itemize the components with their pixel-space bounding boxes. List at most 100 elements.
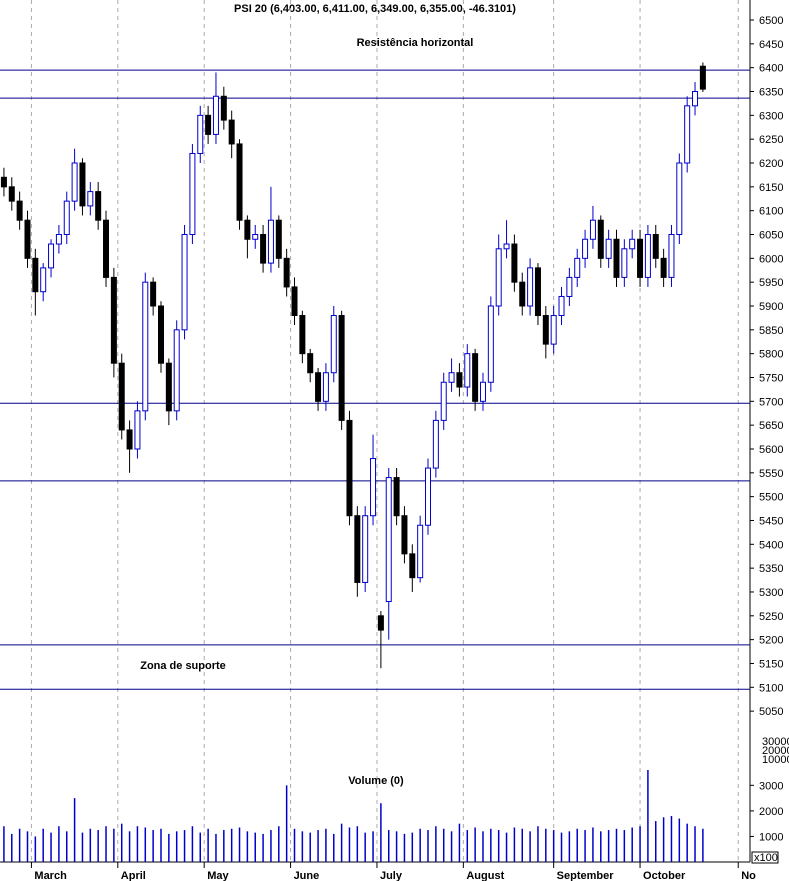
candle-body xyxy=(692,91,699,107)
candle-body xyxy=(346,419,353,517)
candle-body xyxy=(432,419,439,469)
y-tick-label: 5100 xyxy=(759,682,783,694)
candle-body xyxy=(417,524,424,579)
candle-body xyxy=(48,243,55,269)
annotation: Resistência horizontal xyxy=(357,37,474,49)
candle-body xyxy=(652,234,659,259)
y-tick-label: 5200 xyxy=(759,635,783,647)
candle-body xyxy=(519,281,526,307)
candle-body xyxy=(566,276,573,297)
y-tick-label: 2000 xyxy=(759,806,783,818)
candle-body xyxy=(534,267,541,317)
candle-body xyxy=(142,281,149,412)
candle-body xyxy=(79,162,86,207)
y-tick-label: 5450 xyxy=(759,515,783,527)
candle-body xyxy=(393,477,400,517)
candle-body xyxy=(87,191,94,207)
candle-body xyxy=(385,477,392,603)
x-tick-label: September xyxy=(557,870,615,881)
candle-body xyxy=(542,315,549,345)
candle-body xyxy=(589,219,596,240)
y-tick-label: 5250 xyxy=(759,611,783,623)
y-tick-label: 1000 xyxy=(759,831,783,843)
y-tick-label: 6200 xyxy=(759,158,783,170)
candle-body xyxy=(684,105,691,164)
candle-body xyxy=(150,281,157,307)
y-tick-label: 5300 xyxy=(759,587,783,599)
candle-body xyxy=(267,219,274,264)
candle-body xyxy=(377,615,384,631)
candle-body xyxy=(181,234,188,331)
candle-body xyxy=(40,267,47,293)
y-tick-label: 5150 xyxy=(759,658,783,670)
chart-title: PSI 20 (6,403.00, 6,411.00, 6,349.00, 6,… xyxy=(234,3,516,15)
candle-body xyxy=(24,219,31,259)
candle-body xyxy=(637,238,644,278)
candle-body xyxy=(479,381,486,402)
candle-body xyxy=(252,234,259,240)
candle-body xyxy=(621,248,628,278)
x-tick-label: June xyxy=(294,870,320,881)
candle-body xyxy=(236,143,243,221)
candle-body xyxy=(260,234,267,264)
candle-body xyxy=(205,114,212,135)
candle-body xyxy=(495,248,502,307)
candle-body xyxy=(63,200,70,236)
y-tick-label: 5500 xyxy=(759,492,783,504)
candle-body xyxy=(676,162,683,236)
y-tick-label: 6350 xyxy=(759,87,783,99)
y-tick-label: 6000 xyxy=(759,253,783,265)
y-tick-label: 6150 xyxy=(759,182,783,194)
candle-body xyxy=(173,329,180,412)
candle-body xyxy=(511,243,518,283)
candle-body xyxy=(425,467,432,526)
x-tick-label: March xyxy=(34,870,67,881)
y-tick-label: 6050 xyxy=(759,230,783,242)
candle-body xyxy=(330,315,337,374)
y-tick-label: 5950 xyxy=(759,277,783,289)
candle-body xyxy=(322,372,329,402)
candle-body xyxy=(370,458,377,517)
candle-body xyxy=(315,372,322,402)
y-tick-label: 5800 xyxy=(759,349,783,361)
candle-body xyxy=(440,381,447,421)
candle-body xyxy=(55,234,62,245)
y-tick-label: 5550 xyxy=(759,468,783,480)
candle-body xyxy=(550,315,557,345)
candle-body xyxy=(503,243,510,250)
candle-body xyxy=(660,257,667,278)
candle-body xyxy=(110,276,117,364)
candle-body xyxy=(644,234,651,278)
x-tick-label: October xyxy=(643,870,686,881)
y-tick-label: 6300 xyxy=(759,110,783,122)
candle-body xyxy=(362,515,369,583)
x-tick-label: May xyxy=(207,870,229,881)
candle-body xyxy=(165,362,172,412)
candle-body xyxy=(8,186,15,202)
candle-body xyxy=(189,152,196,236)
candle-body xyxy=(228,119,235,145)
y-tick-label: 6500 xyxy=(759,15,783,27)
y-tick-label: 5900 xyxy=(759,301,783,313)
candle-body xyxy=(283,257,290,288)
candle-body xyxy=(32,257,39,293)
volume-unit: x100 xyxy=(754,852,778,864)
candle-body xyxy=(472,353,479,402)
y-tick-label: 5650 xyxy=(759,420,783,432)
candle-body xyxy=(464,353,471,388)
y-tick-label: 10000 xyxy=(762,754,789,766)
x-tick-label: April xyxy=(121,870,146,881)
y-tick-label: 20000 xyxy=(762,745,789,757)
y-tick-label: 5700 xyxy=(759,396,783,408)
candle-body xyxy=(307,353,314,374)
candle-body xyxy=(95,191,102,221)
x-tick-label: July xyxy=(380,870,403,881)
candle-body xyxy=(338,315,345,421)
y-tick-label: 5400 xyxy=(759,539,783,551)
candle-body xyxy=(71,162,78,202)
candle-body xyxy=(605,238,612,259)
candle-body xyxy=(157,305,164,364)
candle-body xyxy=(354,515,361,583)
